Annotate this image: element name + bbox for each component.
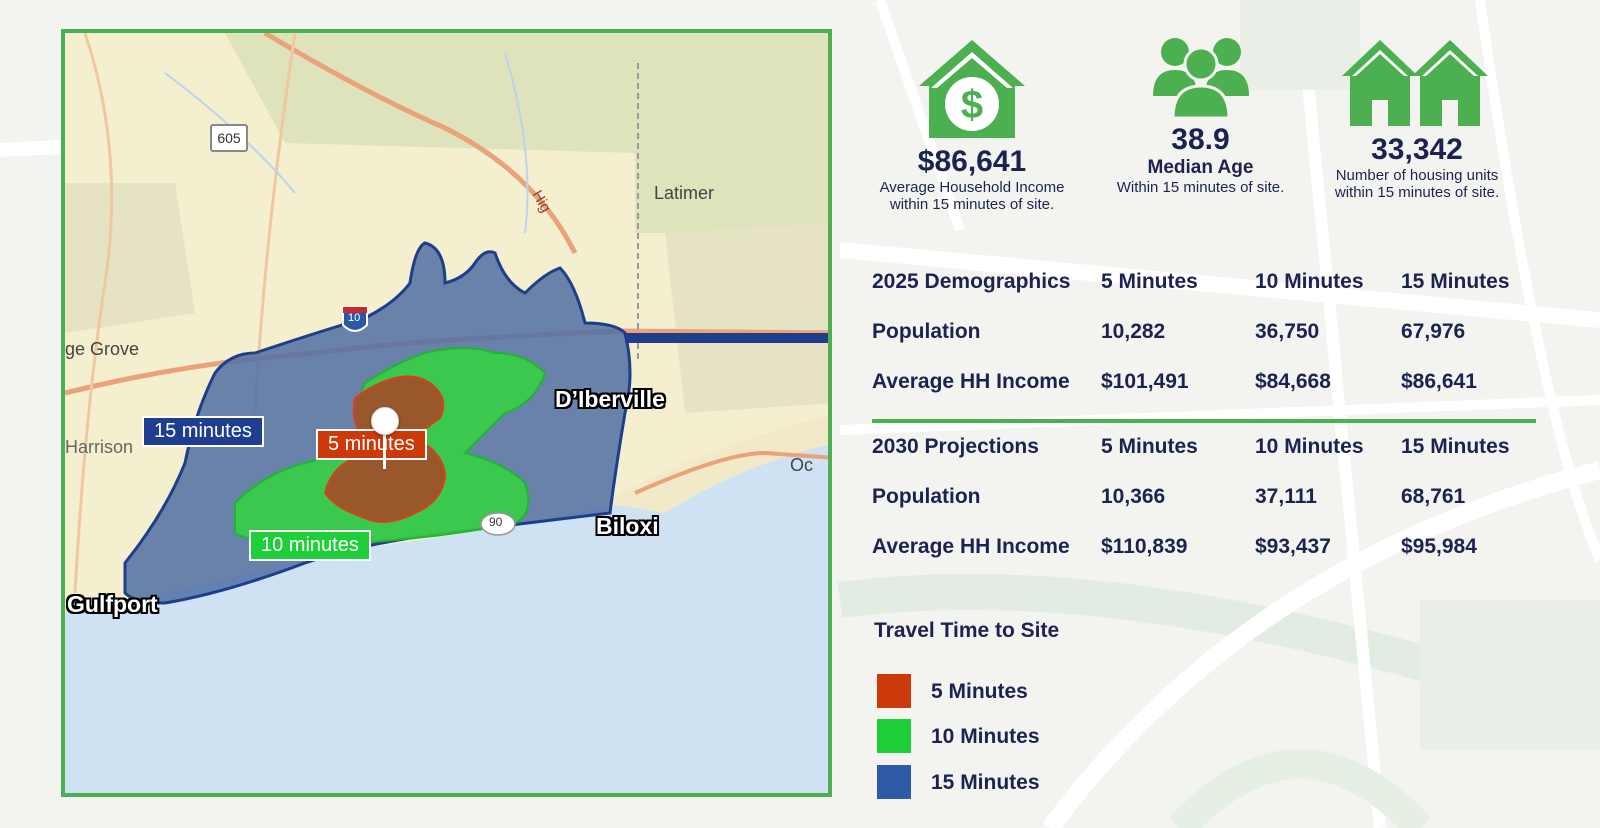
table-header-2030: 2030 Projections 5 Minutes 10 Minutes 15… <box>872 435 1532 485</box>
stat-value: $86,641 <box>917 145 1027 178</box>
table-cell: $93,437 <box>1255 535 1331 558</box>
table-cell: 10 Minutes <box>1255 270 1364 293</box>
place-biloxi: Biloxi <box>596 513 659 539</box>
stat-label: Median Age <box>1147 157 1254 178</box>
section-divider <box>872 419 1536 423</box>
legend-label: 10 Minutes <box>931 725 1040 748</box>
stat-value: 38.9 <box>1171 123 1230 156</box>
table-cell: $84,668 <box>1255 370 1331 393</box>
legend-label: 15 Minutes <box>931 771 1040 794</box>
legend-title: Travel Time to Site <box>874 619 1060 642</box>
two-houses-icon <box>1342 40 1488 126</box>
table-row: Population 10,282 36,750 67,976 <box>872 320 1532 370</box>
table-cell: 15 Minutes <box>1401 435 1510 458</box>
label-10-minutes: 10 minutes <box>249 530 371 561</box>
stat-description-2: within 15 minutes of site. <box>1334 184 1500 201</box>
stat-description: Number of housing units <box>1335 167 1499 184</box>
table-cell: $86,641 <box>1401 370 1477 393</box>
site-pin-stem <box>383 431 386 469</box>
stat-household-income: $ $86,641 Average Household Income withi… <box>858 38 1086 213</box>
table-cell: 2030 Projections <box>872 435 1039 458</box>
table-cell: 15 Minutes <box>1401 270 1510 293</box>
people-group-icon <box>1152 38 1249 120</box>
legend-label: 5 Minutes <box>931 680 1028 703</box>
table-cell: Population <box>872 485 981 508</box>
place-oc: Oc <box>790 455 814 475</box>
stat-description-2: within 15 minutes of site. <box>889 196 1055 213</box>
label-5-minutes: 5 minutes <box>316 429 427 460</box>
demographics-table: 2025 Demographics 5 Minutes 10 Minutes 1… <box>872 270 1532 585</box>
place-ge-grove: ge Grove <box>65 339 140 359</box>
svg-text:$: $ <box>961 83 983 127</box>
stat-median-age: 38.9 Median Age Within 15 minutes of sit… <box>1098 36 1303 196</box>
table-cell: Population <box>872 320 981 343</box>
table-header-2025: 2025 Demographics 5 Minutes 10 Minutes 1… <box>872 270 1532 320</box>
stat-value: 33,342 <box>1371 133 1463 166</box>
us-90-label: 90 <box>489 515 503 529</box>
map-pin-icon[interactable] <box>371 407 399 435</box>
table-cell: $101,491 <box>1101 370 1189 393</box>
place-harrison: Harrison <box>65 437 134 457</box>
legend-swatch <box>877 674 911 708</box>
table-cell: 5 Minutes <box>1101 270 1198 293</box>
table-cell: 10 Minutes <box>1255 435 1364 458</box>
legend-swatch <box>877 765 911 799</box>
legend-swatch <box>877 719 911 753</box>
map-canvas <box>65 33 828 793</box>
stat-housing-units: 33,342 Number of housing units within 15… <box>1312 38 1522 201</box>
table-row: Average HH Income $101,491 $84,668 $86,6… <box>872 370 1532 420</box>
table-cell: 67,976 <box>1401 320 1466 343</box>
place-dIberville: D’Iberville <box>555 386 665 412</box>
table-row: Average HH Income $110,839 $93,437 $95,9… <box>872 535 1532 585</box>
label-15-minutes: 15 minutes <box>142 416 264 447</box>
place-gulfport: Gulfport <box>67 591 158 617</box>
stat-description: Average Household Income <box>879 179 1065 196</box>
table-row: Population 10,366 37,111 68,761 <box>872 485 1532 535</box>
travel-time-map[interactable]: 605 10 90 Hig Latimer ge Grove Harrison … <box>61 29 832 797</box>
table-cell: $110,839 <box>1101 535 1188 558</box>
place-latimer: Latimer <box>654 183 715 203</box>
table-cell: 10,366 <box>1101 485 1166 508</box>
table-cell: 5 Minutes <box>1101 435 1198 458</box>
table-cell: Average HH Income <box>872 370 1070 393</box>
table-cell: $95,984 <box>1401 535 1477 558</box>
house-dollar-icon: $ <box>919 40 1025 138</box>
table-cell: 37,111 <box>1255 485 1317 508</box>
stat-description: Within 15 minutes of site. <box>1116 179 1285 196</box>
interstate-10-label: 10 <box>348 312 361 324</box>
table-cell: 2025 Demographics <box>872 270 1071 293</box>
table-cell: Average HH Income <box>872 535 1070 558</box>
table-cell: 36,750 <box>1255 320 1320 343</box>
table-cell: 68,761 <box>1401 485 1466 508</box>
table-cell: 10,282 <box>1101 320 1166 343</box>
route-605-shield: 605 <box>210 124 248 152</box>
